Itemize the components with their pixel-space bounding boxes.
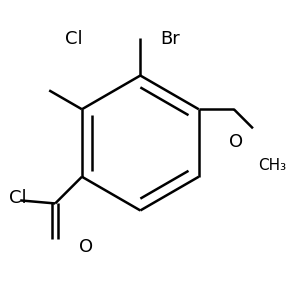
Text: O: O (229, 134, 243, 152)
Text: Br: Br (161, 30, 180, 48)
Text: Cl: Cl (65, 30, 82, 48)
Text: Cl: Cl (9, 189, 27, 207)
Text: CH₃: CH₃ (258, 158, 286, 173)
Text: O: O (79, 238, 94, 256)
